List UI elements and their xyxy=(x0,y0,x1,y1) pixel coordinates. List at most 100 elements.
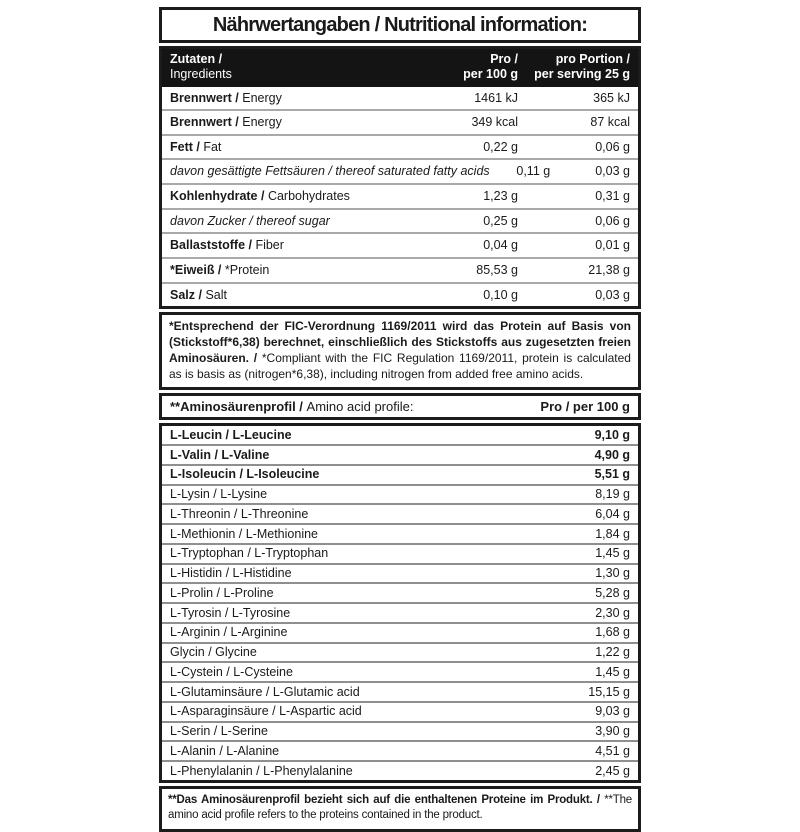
nutrition-row: Ballaststoffe / Fiber 0,04 g 0,01 g xyxy=(162,232,638,257)
amino-acid-name: L-Isoleucin / L-Isoleucine xyxy=(170,467,320,482)
amino-acid-name: L-Threonin / L-Threonine xyxy=(170,506,309,521)
amino-acid-row: L-Tryptophan / L-Tryptophan 1,45 g xyxy=(162,542,638,563)
nutrient-name: Ballaststoffe / Fiber xyxy=(170,238,284,253)
nutrition-row: davon gesättigte Fettsäuren / thereof sa… xyxy=(162,158,638,183)
value-per-serving: 87 kcal xyxy=(590,115,630,130)
amino-acid-value: 15,15 g xyxy=(588,684,630,699)
amino-acid-name: L-Glutaminsäure / L-Glutamic acid xyxy=(170,684,360,699)
amino-acid-table: L-Leucin / L-Leucine 9,10 g L-Valin / L-V… xyxy=(159,423,641,783)
value-per-100g: 0,22 g xyxy=(483,139,518,154)
nutrition-label: Nährwertangaben / Nutritional informatio… xyxy=(159,7,641,832)
value-per-serving: 0,01 g xyxy=(595,238,630,253)
amino-acid-row: L-Lysin / L-Lysine 8,19 g xyxy=(162,483,638,504)
value-per-100g: 85,53 g xyxy=(476,262,518,277)
amino-acid-value: 9,10 g xyxy=(594,427,630,442)
amino-acid-row: L-Arginin / L-Arginine 1,68 g xyxy=(162,621,638,642)
value-per-serving: 0,03 g xyxy=(595,164,630,179)
nutrition-table-header: Zutaten / Ingredients Pro / per 100 g pr… xyxy=(162,49,638,87)
amino-acid-name: L-Leucin / L-Leucine xyxy=(170,427,292,442)
label-title-box: Nährwertangaben / Nutritional informatio… xyxy=(159,7,641,43)
amino-acid-name: L-Cystein / L-Cysteine xyxy=(170,664,293,679)
amino-acid-row: L-Threonin / L-Threonine 6,04 g xyxy=(162,503,638,523)
nutrition-row: Salz / Salt 0,10 g 0,03 g xyxy=(162,281,638,307)
amino-acid-value: 3,90 g xyxy=(595,724,630,739)
amino-acid-name: L-Tryptophan / L-Tryptophan xyxy=(170,546,329,561)
amino-acid-row: L-Tyrosin / L-Tyrosine 2,30 g xyxy=(162,602,638,622)
amino-acid-value: 4,90 g xyxy=(594,447,630,462)
amino-acid-row: L-Asparaginsäure / L-Aspartic acid 9,03 g xyxy=(162,700,638,721)
value-per-100g: 0,25 g xyxy=(483,213,518,228)
amino-acid-name: L-Alanin / L-Alanine xyxy=(170,743,280,758)
amino-acid-name: L-Methionin / L-Methionine xyxy=(170,526,318,541)
amino-acid-name: L-Valin / L-Valine xyxy=(170,447,270,462)
nutrient-name: davon gesättigte Fettsäuren / thereof sa… xyxy=(170,164,490,179)
amino-acid-name: L-Serin / L-Serine xyxy=(170,724,268,739)
value-per-serving: 0,31 g xyxy=(595,189,630,203)
nutrient-name: Brennwert / Energy xyxy=(170,90,282,105)
amino-acid-row: L-Glutaminsäure / L-Glutamic acid 15,15 g xyxy=(162,681,638,701)
amino-acid-value: 9,03 g xyxy=(595,704,630,719)
nutrient-name: Fett / Fat xyxy=(170,139,222,154)
nutrition-table: Zutaten / Ingredients Pro / per 100 g pr… xyxy=(159,46,641,310)
amino-acid-row: L-Alanin / L-Alanine 4,51 g xyxy=(162,740,638,760)
value-per-serving: 0,06 g xyxy=(595,139,630,154)
header-per-100g: Pro / per 100 g xyxy=(463,52,518,82)
nutrition-row: Kohlenhydrate / Carbohydrates 1,23 g 0,3… xyxy=(162,183,638,208)
amino-header-per-100g: Pro / per 100 g xyxy=(540,399,630,415)
amino-acid-name: Glycin / Glycine xyxy=(170,645,257,660)
amino-acid-name: L-Phenylalanin / L-Phenylalanine xyxy=(170,763,353,778)
nutrient-name: Brennwert / Energy xyxy=(170,115,282,130)
value-per-100g: 349 kcal xyxy=(471,115,518,130)
amino-acid-row: L-Histidin / L-Histidine 1,30 g xyxy=(162,562,638,583)
header-per-serving: pro Portion / per serving 25 g xyxy=(534,52,630,82)
amino-acid-row: L-Leucin / L-Leucine 9,10 g xyxy=(162,426,638,444)
amino-acid-row: L-Valin / L-Valine 4,90 g xyxy=(162,444,638,464)
amino-acid-row: L-Isoleucin / L-Isoleucine 5,51 g xyxy=(162,463,638,484)
amino-acid-value: 5,51 g xyxy=(594,467,630,482)
amino-acid-value: 4,51 g xyxy=(595,743,630,758)
amino-acid-profile-header: **Aminosäurenprofil / Amino acid profile… xyxy=(159,393,641,421)
header-ingredients: Zutaten / Ingredients xyxy=(170,52,232,82)
protein-calculation-note: *Entsprechend der FIC-Verordnung 1169/20… xyxy=(159,312,641,391)
value-per-100g: 0,10 g xyxy=(483,287,518,302)
amino-acid-name: L-Asparaginsäure / L-Aspartic acid xyxy=(170,704,362,719)
value-per-serving: 365 kJ xyxy=(593,90,630,105)
amino-acid-name: L-Histidin / L-Histidine xyxy=(170,566,292,581)
nutrition-row: davon Zucker / thereof sugar 0,25 g 0,06… xyxy=(162,207,638,233)
amino-acid-name: L-Prolin / L-Proline xyxy=(170,585,274,600)
amino-acid-value: 1,45 g xyxy=(595,664,630,679)
amino-acid-row: L-Prolin / L-Proline 5,28 g xyxy=(162,582,638,602)
nutrient-name: *Eiweiß / *Protein xyxy=(170,262,270,277)
amino-acid-value: 5,28 g xyxy=(595,585,630,600)
amino-header-label: **Aminosäurenprofil / Amino acid profile… xyxy=(170,399,414,415)
nutrient-name: Salz / Salt xyxy=(170,287,227,302)
value-per-serving: 0,06 g xyxy=(595,213,630,228)
value-per-100g: 1,23 g xyxy=(483,189,518,203)
value-per-100g: 0,04 g xyxy=(483,238,518,253)
nutrient-name: Kohlenhydrate / Carbohydrates xyxy=(170,189,350,203)
amino-acid-value: 1,84 g xyxy=(595,526,630,541)
amino-acid-row: L-Cystein / L-Cysteine 1,45 g xyxy=(162,661,638,681)
protein-note-german: *Entsprechend der FIC-Verordnung 1169/20… xyxy=(169,319,631,365)
amino-acid-value: 8,19 g xyxy=(595,487,630,502)
value-per-100g: 0,11 g xyxy=(516,164,551,179)
amino-acid-name: L-Lysin / L-Lysine xyxy=(170,487,268,502)
amino-acid-value: 6,04 g xyxy=(595,506,630,521)
nutrition-row: Brennwert / Energy 1461 kJ 365 kJ xyxy=(162,87,638,110)
value-per-100g: 1461 kJ xyxy=(474,90,518,105)
amino-acid-name: L-Tyrosin / L-Tyrosine xyxy=(170,605,291,620)
amino-acid-value: 1,30 g xyxy=(595,566,630,581)
nutrient-name: davon Zucker / thereof sugar xyxy=(170,213,330,228)
protein-note-english: *Compliant with the FIC Regulation 1169/… xyxy=(169,350,631,381)
amino-acid-value: 1,68 g xyxy=(595,625,630,640)
nutrition-row: *Eiweiß / *Protein 85,53 g 21,38 g xyxy=(162,256,638,282)
label-title: Nährwertangaben / Nutritional informatio… xyxy=(212,14,588,36)
value-per-serving: 21,38 g xyxy=(588,262,630,277)
amino-acid-row: Glycin / Glycine 1,22 g xyxy=(162,641,638,662)
value-per-serving: 0,03 g xyxy=(595,287,630,302)
amino-acid-value: 2,30 g xyxy=(595,605,630,620)
nutrition-row: Brennwert / Energy 349 kcal 87 kcal xyxy=(162,109,638,134)
amino-acid-value: 1,22 g xyxy=(595,645,630,660)
nutrition-row: Fett / Fat 0,22 g 0,06 g xyxy=(162,133,638,159)
amino-acid-row: L-Phenylalanin / L-Phenylalanine 2,45 g xyxy=(162,760,638,780)
